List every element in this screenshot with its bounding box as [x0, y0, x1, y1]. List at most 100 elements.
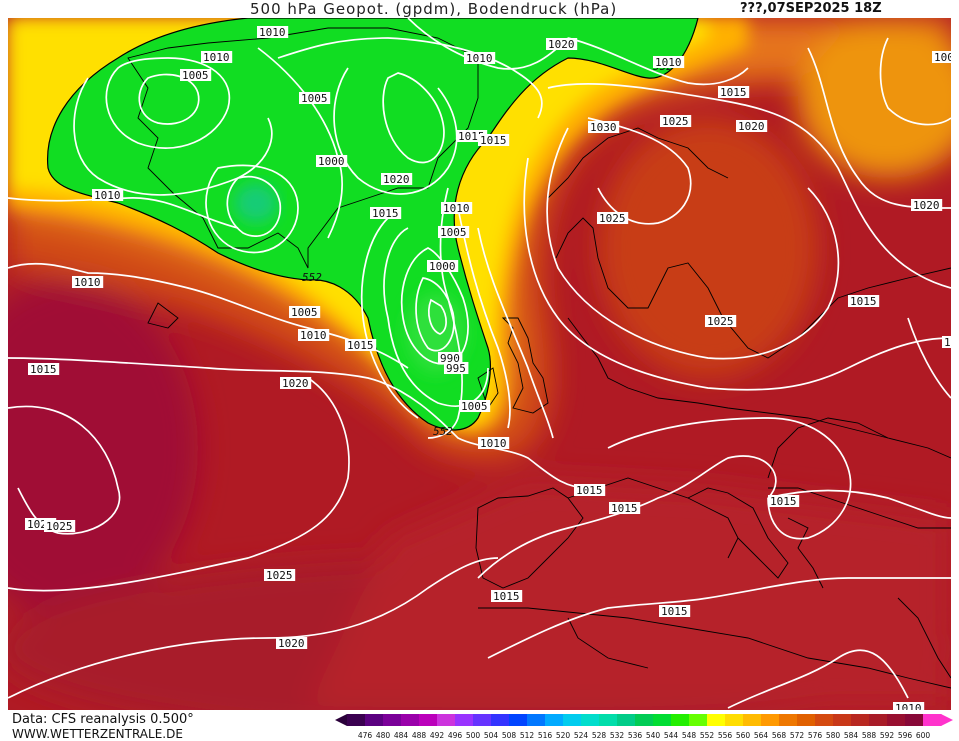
isobar-label-text: 1015 [611, 502, 638, 515]
isobar-label-box [932, 51, 951, 63]
isobar-label: 1010 [92, 189, 124, 202]
legend-tick-label: 480 [376, 731, 391, 740]
isobar-label: 1020 [381, 173, 413, 186]
isobar-label-text: 1015 [458, 130, 485, 143]
legend-swatch [419, 714, 438, 726]
legend-swatch [455, 714, 474, 726]
isobar-label-text: 1010 [74, 276, 101, 289]
isobar-label-text: 1015 [720, 86, 747, 99]
legend-swatch [797, 714, 816, 726]
isobar-label-text: 1010 [466, 52, 493, 65]
legend-swatch [617, 714, 636, 726]
isobar-label: 1015 [345, 339, 377, 352]
legend-tick-label: 532 [610, 731, 625, 740]
legend-tick-label: 536 [628, 731, 643, 740]
isobar-label-box [370, 207, 402, 219]
legend-tick-label: 496 [448, 731, 463, 740]
legend-tick-label: 584 [844, 731, 859, 740]
legend-swatch [473, 714, 492, 726]
isobar-label-box [464, 52, 496, 64]
data-source: Data: CFS reanalysis 0.500° [12, 712, 194, 727]
isobar-label: 1010 [298, 329, 330, 342]
isobar-label-box [942, 336, 951, 348]
isobar-labels: 1010 1010 1005 1010 1020 1010 1005 1015 1000 1020… [25, 26, 951, 710]
isobar-label-text: 1020 [278, 637, 305, 650]
isobar-label-box [316, 155, 348, 167]
legend-tick-label: 488 [412, 731, 427, 740]
isobar-label-text: 1010 [655, 56, 682, 69]
isobar-label: 1010 [257, 26, 289, 39]
legend-swatch [725, 714, 744, 726]
isobar-label-box [718, 86, 750, 98]
legend-tick-label: 520 [556, 731, 571, 740]
color-legend: 476 480 484 488 492 496 500 504 508 512 516 520 524 5… [335, 714, 953, 740]
isobar-label: 1015 [942, 336, 951, 349]
isobar-label: 1015 [478, 134, 510, 147]
isobar-label: 1015 [609, 502, 641, 515]
isobar-label: 1015 [370, 207, 402, 220]
isobar-label-text: 1010 [94, 189, 121, 202]
website-credit: WWW.WETTERZENTRALE.DE [12, 727, 183, 741]
legend-tick-label: 508 [502, 731, 517, 740]
isobar-label-text: 1020 [282, 377, 309, 390]
isobar-label-box [588, 121, 620, 133]
legend-tick-label: 556 [718, 731, 733, 740]
trough-area [46, 18, 699, 431]
isobar-label-text: 1015 [372, 207, 399, 220]
isobar-label-box [438, 352, 463, 364]
legend-swatch [869, 714, 888, 726]
isobar-label-box [478, 437, 510, 449]
isobar-label-box [299, 92, 331, 104]
isobar-label-box [44, 520, 76, 532]
isobar-label: 1020 [280, 377, 312, 390]
legend-tick-label: 600 [916, 731, 931, 740]
isobar-label-box [660, 115, 692, 127]
legend-swatch [563, 714, 582, 726]
legend-swatch [743, 714, 762, 726]
isobar-label-box [438, 226, 470, 238]
legend-swatch [545, 714, 564, 726]
isobar-label-box [768, 495, 800, 507]
isobar-label-box [705, 315, 737, 327]
isobar-label: 1025 [660, 115, 692, 128]
isobar-label-box [444, 362, 469, 374]
legend-swatch [347, 714, 366, 726]
isobar-label-box [597, 212, 629, 224]
isobar-label-box [298, 329, 330, 341]
isobar-label: 1020 [736, 120, 768, 133]
isobar-label: 1005 [180, 69, 212, 82]
legend-swatch [383, 714, 402, 726]
legend-tick-label: 528 [592, 731, 607, 740]
isobar-label-box [257, 26, 289, 38]
valid-time: ???,07SEP2025 18Z [740, 1, 882, 16]
isobar-label: 1015 [659, 605, 691, 618]
isobar-label-box [28, 363, 60, 375]
isobar-label-box [280, 377, 312, 389]
isobar-label: 1015 [848, 295, 880, 308]
isobar-label-text: 1015 [944, 336, 951, 349]
legend-tick-label: 540 [646, 731, 661, 740]
isobar-label: 1010 [893, 702, 925, 710]
isobar-label-box [491, 590, 523, 602]
legend-swatch [365, 714, 384, 726]
isobar-label-box [289, 306, 321, 318]
isobar-label: 1005 [459, 400, 491, 413]
isobar-label: 1000 [316, 155, 348, 168]
legend-swatch [887, 714, 906, 726]
isobar-label-text: 1025 [266, 569, 293, 582]
isobar-label-text: 1015 [770, 495, 797, 508]
legend-swatch [779, 714, 798, 726]
legend-tick-label: 524 [574, 731, 589, 740]
isobar-label-text: 1025 [46, 520, 73, 533]
legend-swatch [581, 714, 600, 726]
isobar-label: 1015 [491, 590, 523, 603]
isobar-label-box [574, 484, 606, 496]
isobar-label-text: 1010 [443, 202, 470, 215]
isobar-label-box [848, 295, 880, 307]
legend-swatch [815, 714, 834, 726]
legend-swatch [707, 714, 726, 726]
isobar-label-box [653, 56, 685, 68]
legend-arrow-left [335, 714, 347, 726]
legend-tick-label: 588 [862, 731, 877, 740]
isobar-label: 1015 [768, 495, 800, 508]
